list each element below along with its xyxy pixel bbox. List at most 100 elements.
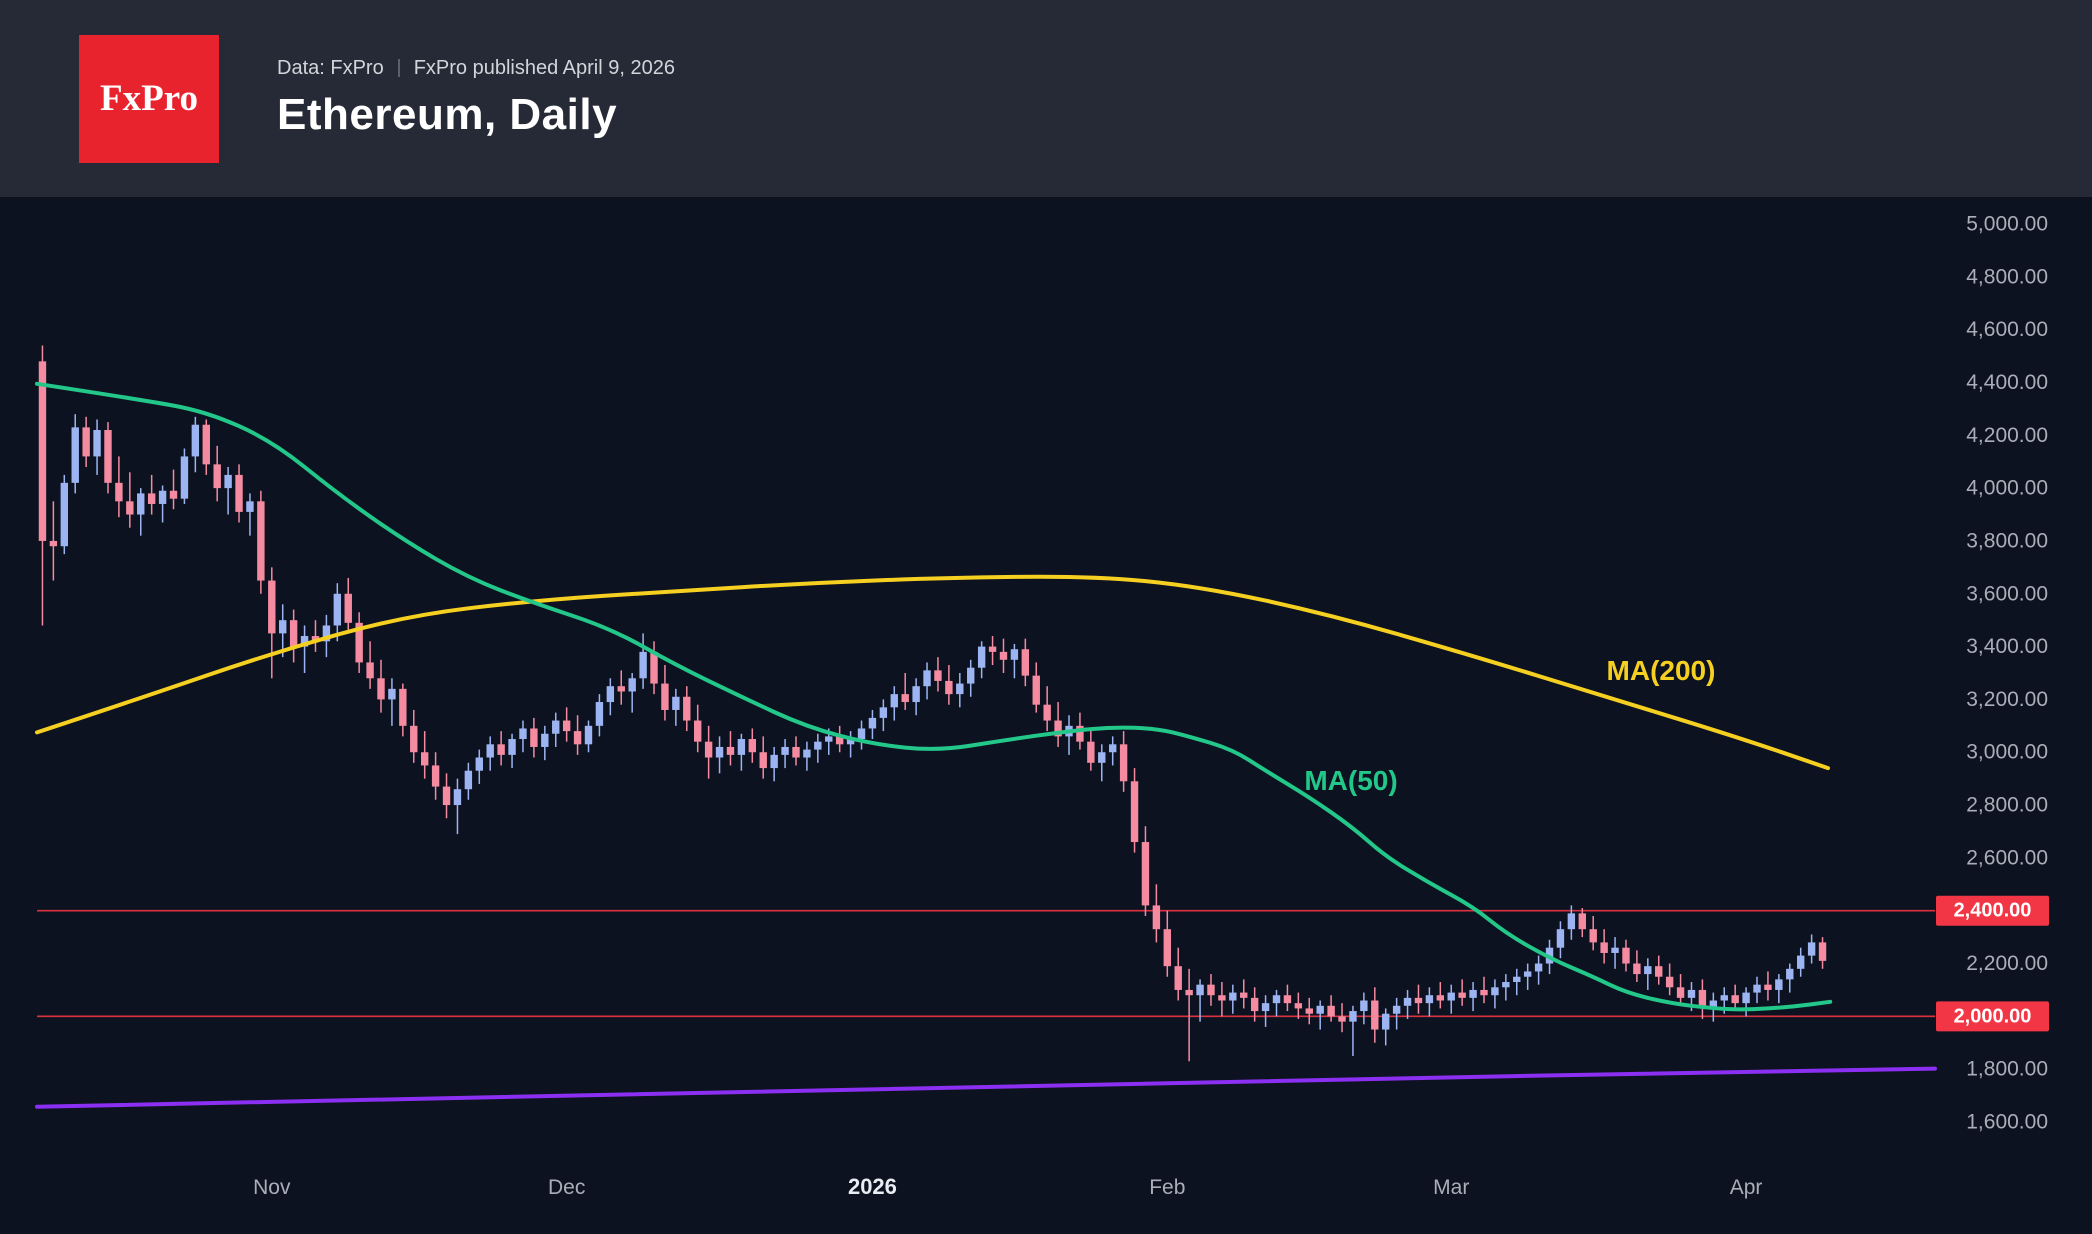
- x-axis-label: Mar: [1433, 1176, 1469, 1199]
- candle-body: [104, 430, 112, 483]
- candle-body: [770, 754, 778, 769]
- candle-body: [988, 646, 997, 652]
- candle-body: [497, 744, 505, 755]
- candle-body: [344, 593, 352, 623]
- candle-body: [180, 456, 189, 499]
- candle-body: [890, 694, 898, 708]
- y-axis: 5,000.00 4,800.00 4,600.00 4,400.00 4,200.00…: [1966, 213, 2048, 1134]
- candle-body: [1469, 989, 1477, 998]
- candle-body: [639, 651, 647, 679]
- candle-body: [1720, 995, 1728, 1001]
- header-text: Data: FxPro FxPro published April 9, 202…: [277, 58, 675, 140]
- candle-body: [1436, 995, 1445, 1001]
- candle-body: [1218, 995, 1226, 1001]
- y-axis-label: 4,600.00: [1966, 318, 2048, 341]
- fxpro-logo-text: FxPro: [100, 78, 198, 119]
- candle-body: [1163, 929, 1171, 967]
- y-axis-label: 4,400.00: [1966, 371, 2048, 394]
- price-tag: [1936, 895, 2049, 926]
- candle-body: [1229, 992, 1237, 1001]
- candle-body: [857, 728, 866, 740]
- candle-body: [1240, 992, 1248, 998]
- candle-body: [1676, 987, 1685, 998]
- data-source-label: Data: FxPro: [277, 56, 384, 79]
- meta-separator: [397, 58, 400, 77]
- candle-body: [486, 744, 494, 758]
- candle-body: [792, 746, 800, 758]
- ma-label: MA(200): [1607, 655, 1716, 686]
- candle-body: [1305, 1008, 1313, 1014]
- x-axis-label: Dec: [548, 1176, 585, 1199]
- candle-body: [1130, 781, 1139, 843]
- candle-body: [934, 670, 942, 681]
- candle-body: [967, 667, 975, 684]
- candle-body: [1556, 929, 1565, 948]
- price-tag: [1936, 1001, 2049, 1032]
- candle-body: [901, 694, 909, 703]
- candle-body: [1250, 997, 1259, 1012]
- y-axis-label: 2,800.00: [1966, 794, 2048, 817]
- candle-body: [93, 430, 101, 457]
- y-axis-label: 1,800.00: [1966, 1058, 2048, 1081]
- candle-body: [737, 739, 746, 755]
- candle-body: [1338, 1016, 1346, 1022]
- candle-body: [595, 702, 604, 726]
- ma50-line: [35, 381, 1833, 1012]
- candle-body: [923, 670, 931, 687]
- candle-body: [289, 620, 298, 647]
- page-title: Ethereum, Daily: [277, 89, 618, 139]
- candle-body: [814, 741, 822, 750]
- candle-body: [158, 490, 167, 504]
- candle-body: [1360, 1000, 1368, 1012]
- candle-body: [49, 540, 58, 547]
- candle-body: [1371, 1000, 1379, 1030]
- candle-body: [1709, 1000, 1718, 1009]
- candle-body: [1076, 725, 1084, 742]
- candle-body: [1502, 982, 1510, 988]
- candle-body: [999, 651, 1008, 660]
- y-axis-label: 3,000.00: [1966, 741, 2048, 764]
- candle-body: [410, 725, 418, 753]
- candle-body: [956, 683, 964, 695]
- candle-body: [1087, 741, 1095, 763]
- candle-body: [650, 651, 658, 684]
- published-label: FxPro published April 9, 2026: [413, 56, 675, 79]
- candle-body: [1698, 989, 1707, 1009]
- candle-body: [213, 464, 221, 489]
- candle-body: [366, 662, 374, 679]
- candle-body: [1032, 675, 1040, 705]
- candle-body: [1578, 913, 1586, 930]
- candle-body: [803, 749, 811, 758]
- candle-body: [1687, 989, 1696, 998]
- candle-body: [1665, 976, 1674, 988]
- x-axis-label: 2026: [848, 1174, 897, 1199]
- candle-body: [748, 739, 757, 753]
- candle-body: [1480, 989, 1488, 996]
- candle-body: [1786, 968, 1794, 980]
- price-chart: 5,000.00 4,800.00 4,600.00 4,400.00 4,200.00…: [35, 213, 2049, 1199]
- y-axis-label: 2,600.00: [1966, 846, 2048, 869]
- y-axis-label: 3,200.00: [1966, 688, 2048, 711]
- candle-body: [1261, 1003, 1270, 1012]
- x-axis: Nov Dec 2026 Feb Mar Apr: [253, 1174, 1762, 1199]
- candle-body: [60, 482, 69, 547]
- candle-body: [1108, 744, 1117, 753]
- candle-body: [126, 501, 134, 515]
- candle-body: [1534, 963, 1543, 972]
- candle-body: [1731, 995, 1739, 1004]
- candle-body: [759, 752, 767, 769]
- support-trendline: [35, 1066, 1937, 1109]
- candle-body: [672, 696, 680, 710]
- y-axis-label: 1,600.00: [1966, 1111, 2048, 1134]
- candle-body: [552, 720, 560, 734]
- candle-body: [661, 683, 669, 710]
- candle-body: [202, 424, 210, 465]
- candle-body: [300, 636, 309, 647]
- candle-body: [1611, 947, 1619, 953]
- candle-body: [169, 490, 178, 499]
- candle-body: [825, 736, 833, 742]
- candle-body: [1098, 752, 1106, 763]
- candle-body: [388, 688, 396, 700]
- candle-body: [322, 625, 331, 642]
- price-tag-label: 2,400.00: [1954, 900, 2032, 922]
